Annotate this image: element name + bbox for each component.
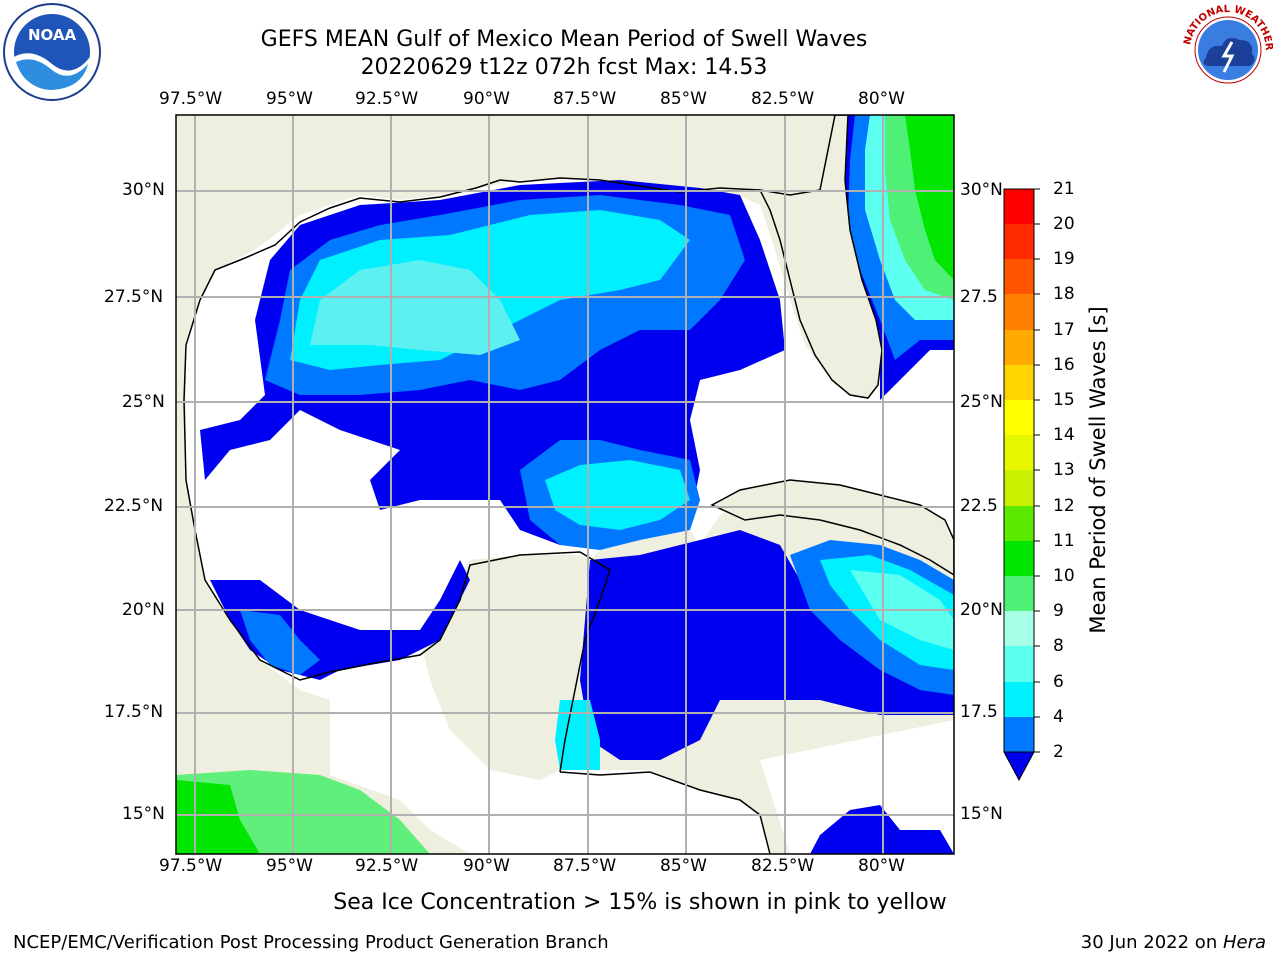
lon-tick-top: 90°W	[463, 89, 510, 109]
field-6s-yucatan-channel	[545, 460, 690, 530]
lon-tick-bottom: 95°W	[266, 856, 313, 876]
colorbar-tick: 13	[1053, 460, 1075, 480]
sea-ice-note: Sea Ice Concentration > 15% is shown in …	[333, 890, 947, 915]
colorbar-tick: 18	[1053, 284, 1075, 304]
footer-host: Hera	[1222, 932, 1266, 953]
lat-tick-left: 27.5°N	[104, 287, 164, 307]
colorbar-tick: 6	[1053, 672, 1064, 692]
lon-tick-bottom: 87.5°W	[553, 856, 617, 876]
colorbar-tick: 10	[1053, 566, 1075, 586]
lon-tick-top: 82.5°W	[751, 89, 815, 109]
footer-date: 30 Jun 2022 on Hera	[1081, 932, 1266, 953]
lat-tick-left: 15°N	[122, 804, 165, 824]
field-11s-atlantic	[905, 115, 954, 280]
lon-tick-top: 97.5°W	[159, 89, 223, 109]
colorbar-tick: 4	[1053, 707, 1064, 727]
lat-tick-left: 17.5°N	[104, 702, 164, 722]
lat-tick-left: 22.5°N	[104, 496, 164, 516]
chart-subtitle: 20220629 t12z 072h fcst Max: 14.53	[360, 55, 768, 80]
footer-credit: NCEP/EMC/Verification Post Processing Pr…	[13, 932, 609, 953]
lon-tick-bottom: 80°W	[858, 856, 905, 876]
colorbar-tick: 9	[1053, 601, 1064, 621]
colorbar-tick: 20	[1053, 214, 1075, 234]
lat-tick-right: 27.5	[960, 287, 998, 307]
colorbar-tick: 11	[1053, 531, 1075, 551]
field-8s-north	[310, 260, 520, 355]
lat-tick-left: 30°N	[122, 180, 165, 200]
lat-tick-right: 30°N	[960, 180, 1003, 200]
chart-title: GEFS MEAN Gulf of Mexico Mean Period of …	[260, 27, 868, 52]
colorbar	[1003, 188, 1040, 782]
nws-logo: NATIONAL WEATHER SERVICE	[1174, 0, 1278, 100]
lon-tick-bottom: 85°W	[660, 856, 707, 876]
colorbar-tick: 19	[1053, 249, 1075, 269]
lon-tick-top: 95°W	[266, 89, 313, 109]
colorbar-tick: 8	[1053, 636, 1064, 656]
mexico-west-coastline	[183, 344, 611, 773]
lon-tick-top: 87.5°W	[553, 89, 617, 109]
florida-land	[758, 115, 883, 399]
lon-tick-bottom: 90°W	[463, 856, 510, 876]
lat-tick-left: 20°N	[122, 600, 165, 620]
field-2s-caribbean	[580, 530, 954, 760]
lat-tick-right: 20°N	[960, 600, 1003, 620]
colorbar-tick: 15	[1053, 390, 1075, 410]
lon-tick-top: 80°W	[858, 89, 905, 109]
colorbar-tick: 12	[1053, 496, 1075, 516]
map-frame	[175, 114, 955, 855]
colorbar-tick: 2	[1053, 742, 1064, 762]
lon-tick-bottom: 82.5°W	[751, 856, 815, 876]
colorbar-label: Mean Period of Swell Waves [s]	[1086, 306, 1110, 633]
lon-tick-top: 92.5°W	[355, 89, 419, 109]
colorbar-tick: 17	[1053, 320, 1075, 340]
colorbar-tick: 21	[1053, 179, 1075, 199]
field-4s-west-mexico	[240, 610, 320, 675]
lat-tick-left: 25°N	[122, 392, 165, 412]
gulf-coastline	[185, 177, 761, 346]
lat-tick-right: 22.5	[960, 496, 998, 516]
footer-date-text: 30 Jun 2022 on	[1080, 932, 1223, 953]
noaa-logo: NOAA	[2, 2, 102, 102]
pacific-ocean-dark	[176, 780, 260, 854]
lat-tick-right: 17.5	[960, 702, 998, 722]
colorbar-tick: 14	[1053, 425, 1075, 445]
lat-tick-right: 25°N	[960, 392, 1003, 412]
lat-tick-right: 15°N	[960, 804, 1003, 824]
colorbar-tick: 16	[1053, 355, 1075, 375]
gridlines	[176, 115, 954, 854]
caribbean-ocean	[760, 720, 954, 854]
lon-tick-bottom: 92.5°W	[355, 856, 419, 876]
lon-tick-top: 85°W	[660, 89, 707, 109]
cuba-land	[710, 479, 954, 576]
noaa-logo-text: NOAA	[28, 26, 77, 44]
lon-tick-bottom: 97.5°W	[159, 856, 223, 876]
